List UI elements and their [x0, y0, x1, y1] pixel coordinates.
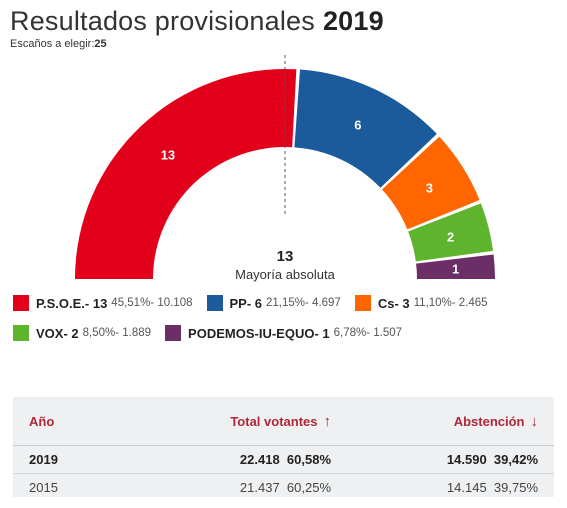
seats-value: 25	[94, 38, 107, 50]
legend-swatch	[165, 325, 182, 341]
table-row: 2019 22.418 60,58% 14.590 39,42%	[13, 446, 554, 474]
arc-seat-label: 13	[161, 147, 175, 162]
arc-seat-label: 2	[447, 229, 454, 244]
arc-segment-cs[interactable]	[382, 136, 480, 230]
arc-seat-label: 6	[354, 117, 361, 132]
legend-item[interactable]: VOX- 2 8,50%- 1.889	[13, 325, 151, 341]
title-year: 2019	[322, 6, 384, 36]
legend-party-stats: 21,15%- 4.697	[266, 297, 341, 309]
legend-party-stats: 11,10%- 2.465	[413, 297, 488, 309]
legend-item[interactable]: PP- 6 21,15%- 4.697	[206, 295, 341, 311]
col-abst-label: Abstención	[453, 413, 525, 429]
header: Resultados provisionales 2019 Escaños a e…	[10, 6, 560, 50]
legend-party-name: Cs- 3	[377, 295, 410, 311]
seats-label: Escaños a elegir:	[10, 38, 95, 50]
row-total-pct: 60,58%	[286, 452, 331, 467]
turnout-table: Año Total votantes ↑ Abstención ↓ 2019 22.…	[13, 397, 554, 497]
majority-label: Mayoría absoluta	[235, 267, 335, 282]
legend-swatch	[13, 295, 29, 311]
row-abst: 14.590 39,42%	[332, 446, 554, 474]
row-total-pct: 60,25%	[286, 480, 331, 495]
row-total: 21.437 60,25%	[150, 474, 332, 502]
legend-row: P.S.O.E.- 13 45,51%- 10.108 PP- 6 21,15%- 4…	[13, 292, 558, 314]
legend-item[interactable]: PODEMOS-IU-EQUO- 1 6,78%- 1.507	[165, 325, 402, 341]
page-title: Resultados provisionales 2019	[10, 6, 560, 37]
arc-seat-label: 1	[452, 261, 459, 276]
legend-party-name: PP- 6	[229, 295, 263, 311]
arc-seat-label: 3	[426, 180, 433, 195]
row-abst-votes: 14.590	[446, 452, 487, 467]
col-year-label: Año	[29, 413, 55, 429]
turnout-table-grid: Año Total votantes ↑ Abstención ↓ 2019 22.…	[13, 397, 554, 501]
col-year-header[interactable]: Año	[13, 397, 150, 446]
col-abst-header[interactable]: Abstención ↓	[332, 397, 554, 446]
arc-segment-pp[interactable]	[294, 69, 437, 188]
row-abst-votes: 14.145	[446, 480, 487, 495]
legend: P.S.O.E.- 13 45,51%- 10.108 PP- 6 21,15%- 4…	[13, 292, 558, 352]
row-abst: 14.145 39,75%	[332, 474, 554, 502]
arc-segment-p-s-o-e[interactable]	[75, 68, 297, 279]
arrow-down-icon: ↓	[530, 412, 539, 430]
legend-party-name: P.S.O.E.- 13	[36, 295, 108, 311]
col-total-label: Total votantes	[230, 413, 318, 429]
row-total-votes: 22.418	[239, 452, 280, 467]
row-total-votes: 21.437	[239, 480, 280, 495]
majority-value: 13	[277, 248, 294, 265]
seats-subtitle: Escaños a elegir:25	[10, 38, 560, 50]
arc-segment-podemos-iu-equo[interactable]	[416, 254, 495, 279]
row-abst-pct: 39,42%	[493, 452, 538, 467]
legend-party-stats: 45,51%- 10.108	[111, 297, 193, 309]
row-year: 2019	[29, 452, 58, 467]
legend-swatch	[206, 295, 223, 311]
legend-party-stats: 8,50%- 1.889	[82, 327, 152, 339]
legend-party-name: PODEMOS-IU-EQUO- 1	[188, 325, 330, 341]
hemicycle-chart: 13 6 3 2 1 13 Mayoría absoluta	[75, 55, 495, 282]
table-header-row: Año Total votantes ↑ Abstención ↓	[13, 397, 554, 446]
title-text: Resultados provisionales	[10, 6, 315, 36]
legend-swatch	[354, 295, 371, 311]
legend-swatch	[13, 325, 29, 341]
legend-party-name: VOX- 2	[36, 325, 79, 341]
arrow-up-icon: ↑	[323, 412, 332, 430]
row-total: 22.418 60,58%	[150, 446, 332, 474]
legend-party-stats: 6,78%- 1.507	[333, 327, 403, 339]
legend-item[interactable]: Cs- 3 11,10%- 2.465	[354, 295, 488, 311]
table-row: 2015 21.437 60,25% 14.145 39,75%	[13, 474, 554, 502]
row-year: 2015	[29, 480, 58, 495]
col-total-header[interactable]: Total votantes ↑	[150, 397, 332, 446]
row-abst-pct: 39,75%	[493, 480, 538, 495]
arc-segment-vox[interactable]	[408, 203, 494, 262]
legend-row: VOX- 2 8,50%- 1.889 PODEMOS-IU-EQUO- 1 6,78…	[13, 322, 558, 344]
legend-item[interactable]: P.S.O.E.- 13 45,51%- 10.108	[13, 295, 193, 311]
